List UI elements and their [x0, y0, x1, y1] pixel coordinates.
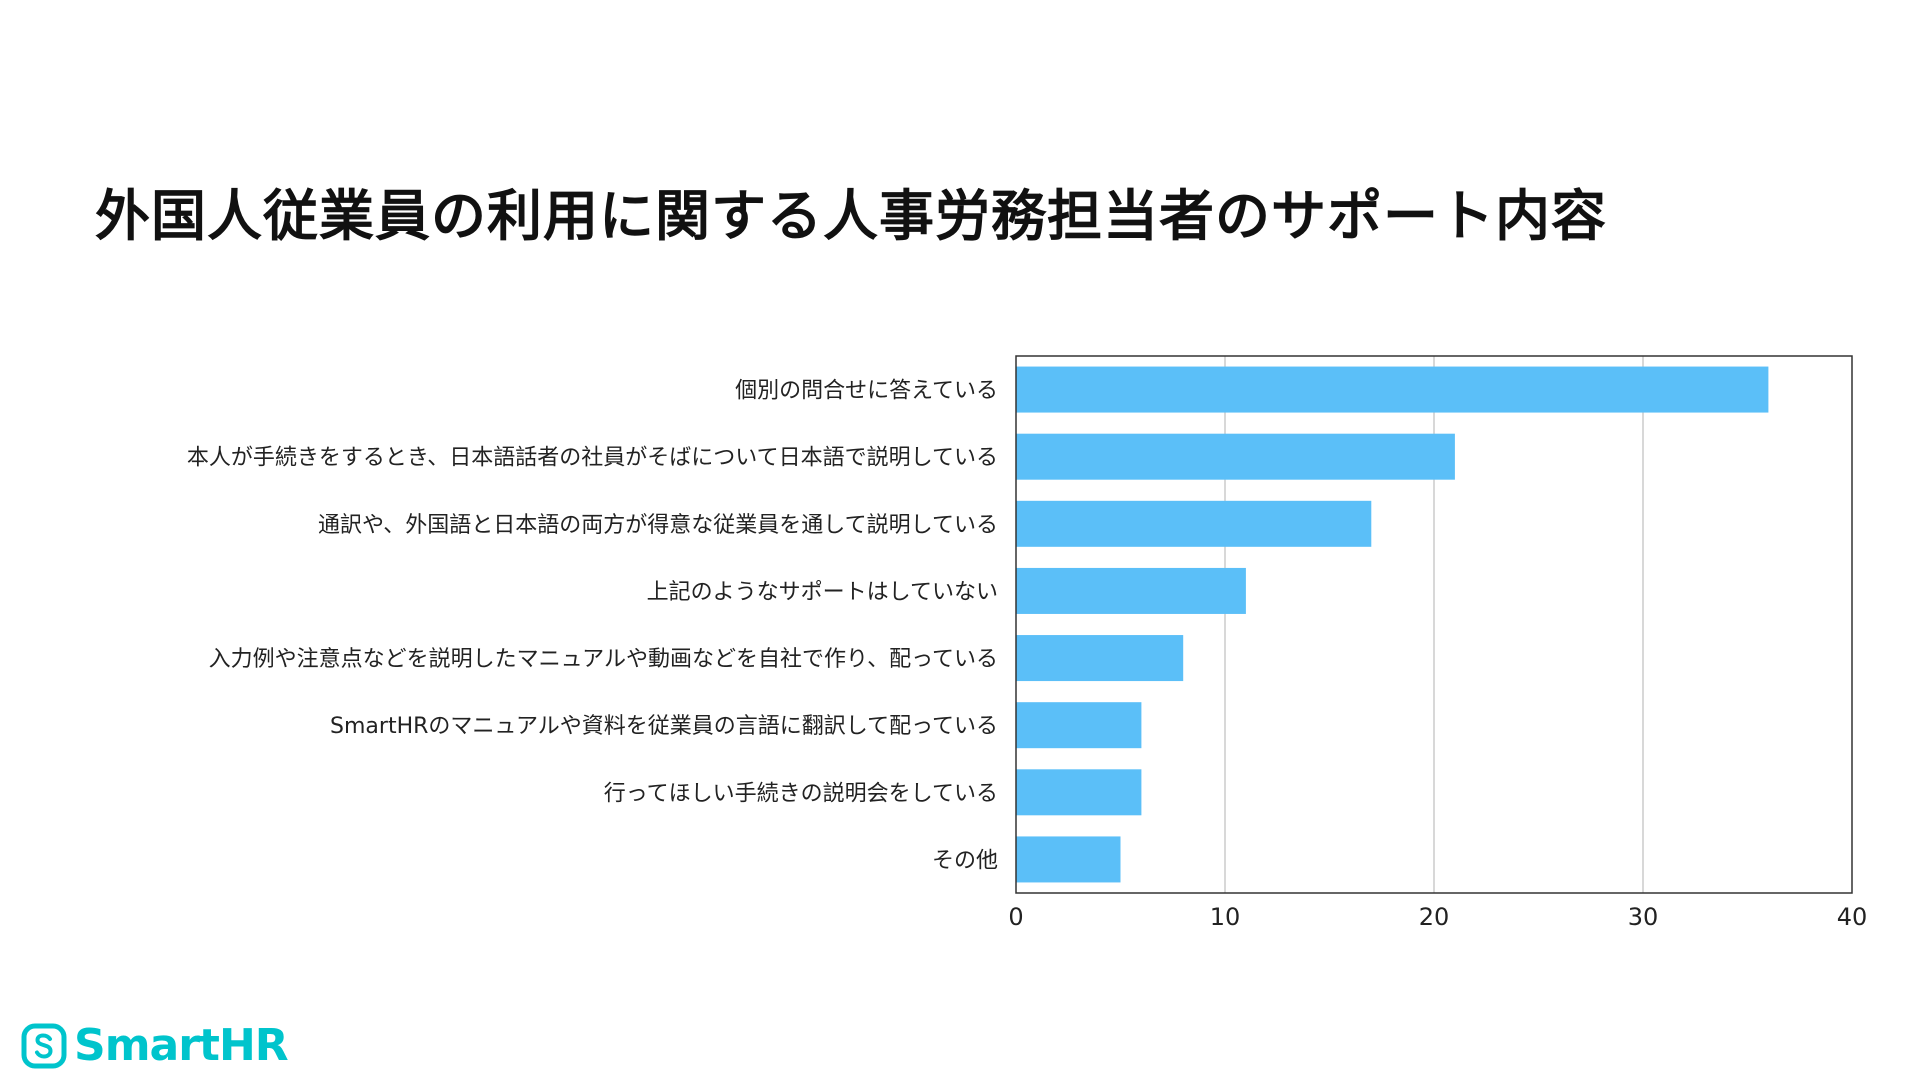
bar	[1016, 567, 1246, 614]
category-label: 本人が手続きをするとき、日本語話者の社員がそばについて日本語で説明している	[187, 446, 998, 471]
plot-frame	[1015, 355, 1853, 894]
page-title: 外国人従業員の利用に関する人事労務担当者のサポート内容	[95, 184, 1608, 248]
category-label: 行ってほしい手続きの説明会をしている	[604, 781, 998, 806]
x-tick-label: 0	[1008, 903, 1023, 931]
category-label: 通訳や、外国語と日本語の両方が得意な従業員を通して説明している	[318, 513, 998, 538]
category-label: その他	[932, 848, 998, 873]
bar	[1016, 500, 1372, 547]
x-tick-label: 10	[1210, 903, 1241, 931]
smarthr-logo-icon	[21, 1023, 67, 1069]
category-label: SmartHRのマニュアルや資料を従業員の言語に翻訳して配っている	[330, 714, 998, 739]
category-label: 上記のようなサポートはしていない	[647, 580, 998, 605]
bar	[1016, 836, 1121, 883]
x-tick-label: 40	[1837, 903, 1868, 931]
brand-logo: SmartHR	[20, 1018, 289, 1074]
bar	[1016, 635, 1184, 682]
bar	[1016, 433, 1455, 480]
bar	[1016, 702, 1142, 749]
bar	[1016, 769, 1142, 816]
bar	[1016, 366, 1769, 413]
x-tick-label: 20	[1419, 903, 1450, 931]
category-label: 入力例や注意点などを説明したマニュアルや動画などを自社で作り、配っている	[209, 647, 998, 672]
x-tick-label: 30	[1628, 903, 1659, 931]
category-label: 個別の問合せに答えている	[735, 379, 998, 404]
logo-text: SmartHR	[74, 1020, 289, 1071]
